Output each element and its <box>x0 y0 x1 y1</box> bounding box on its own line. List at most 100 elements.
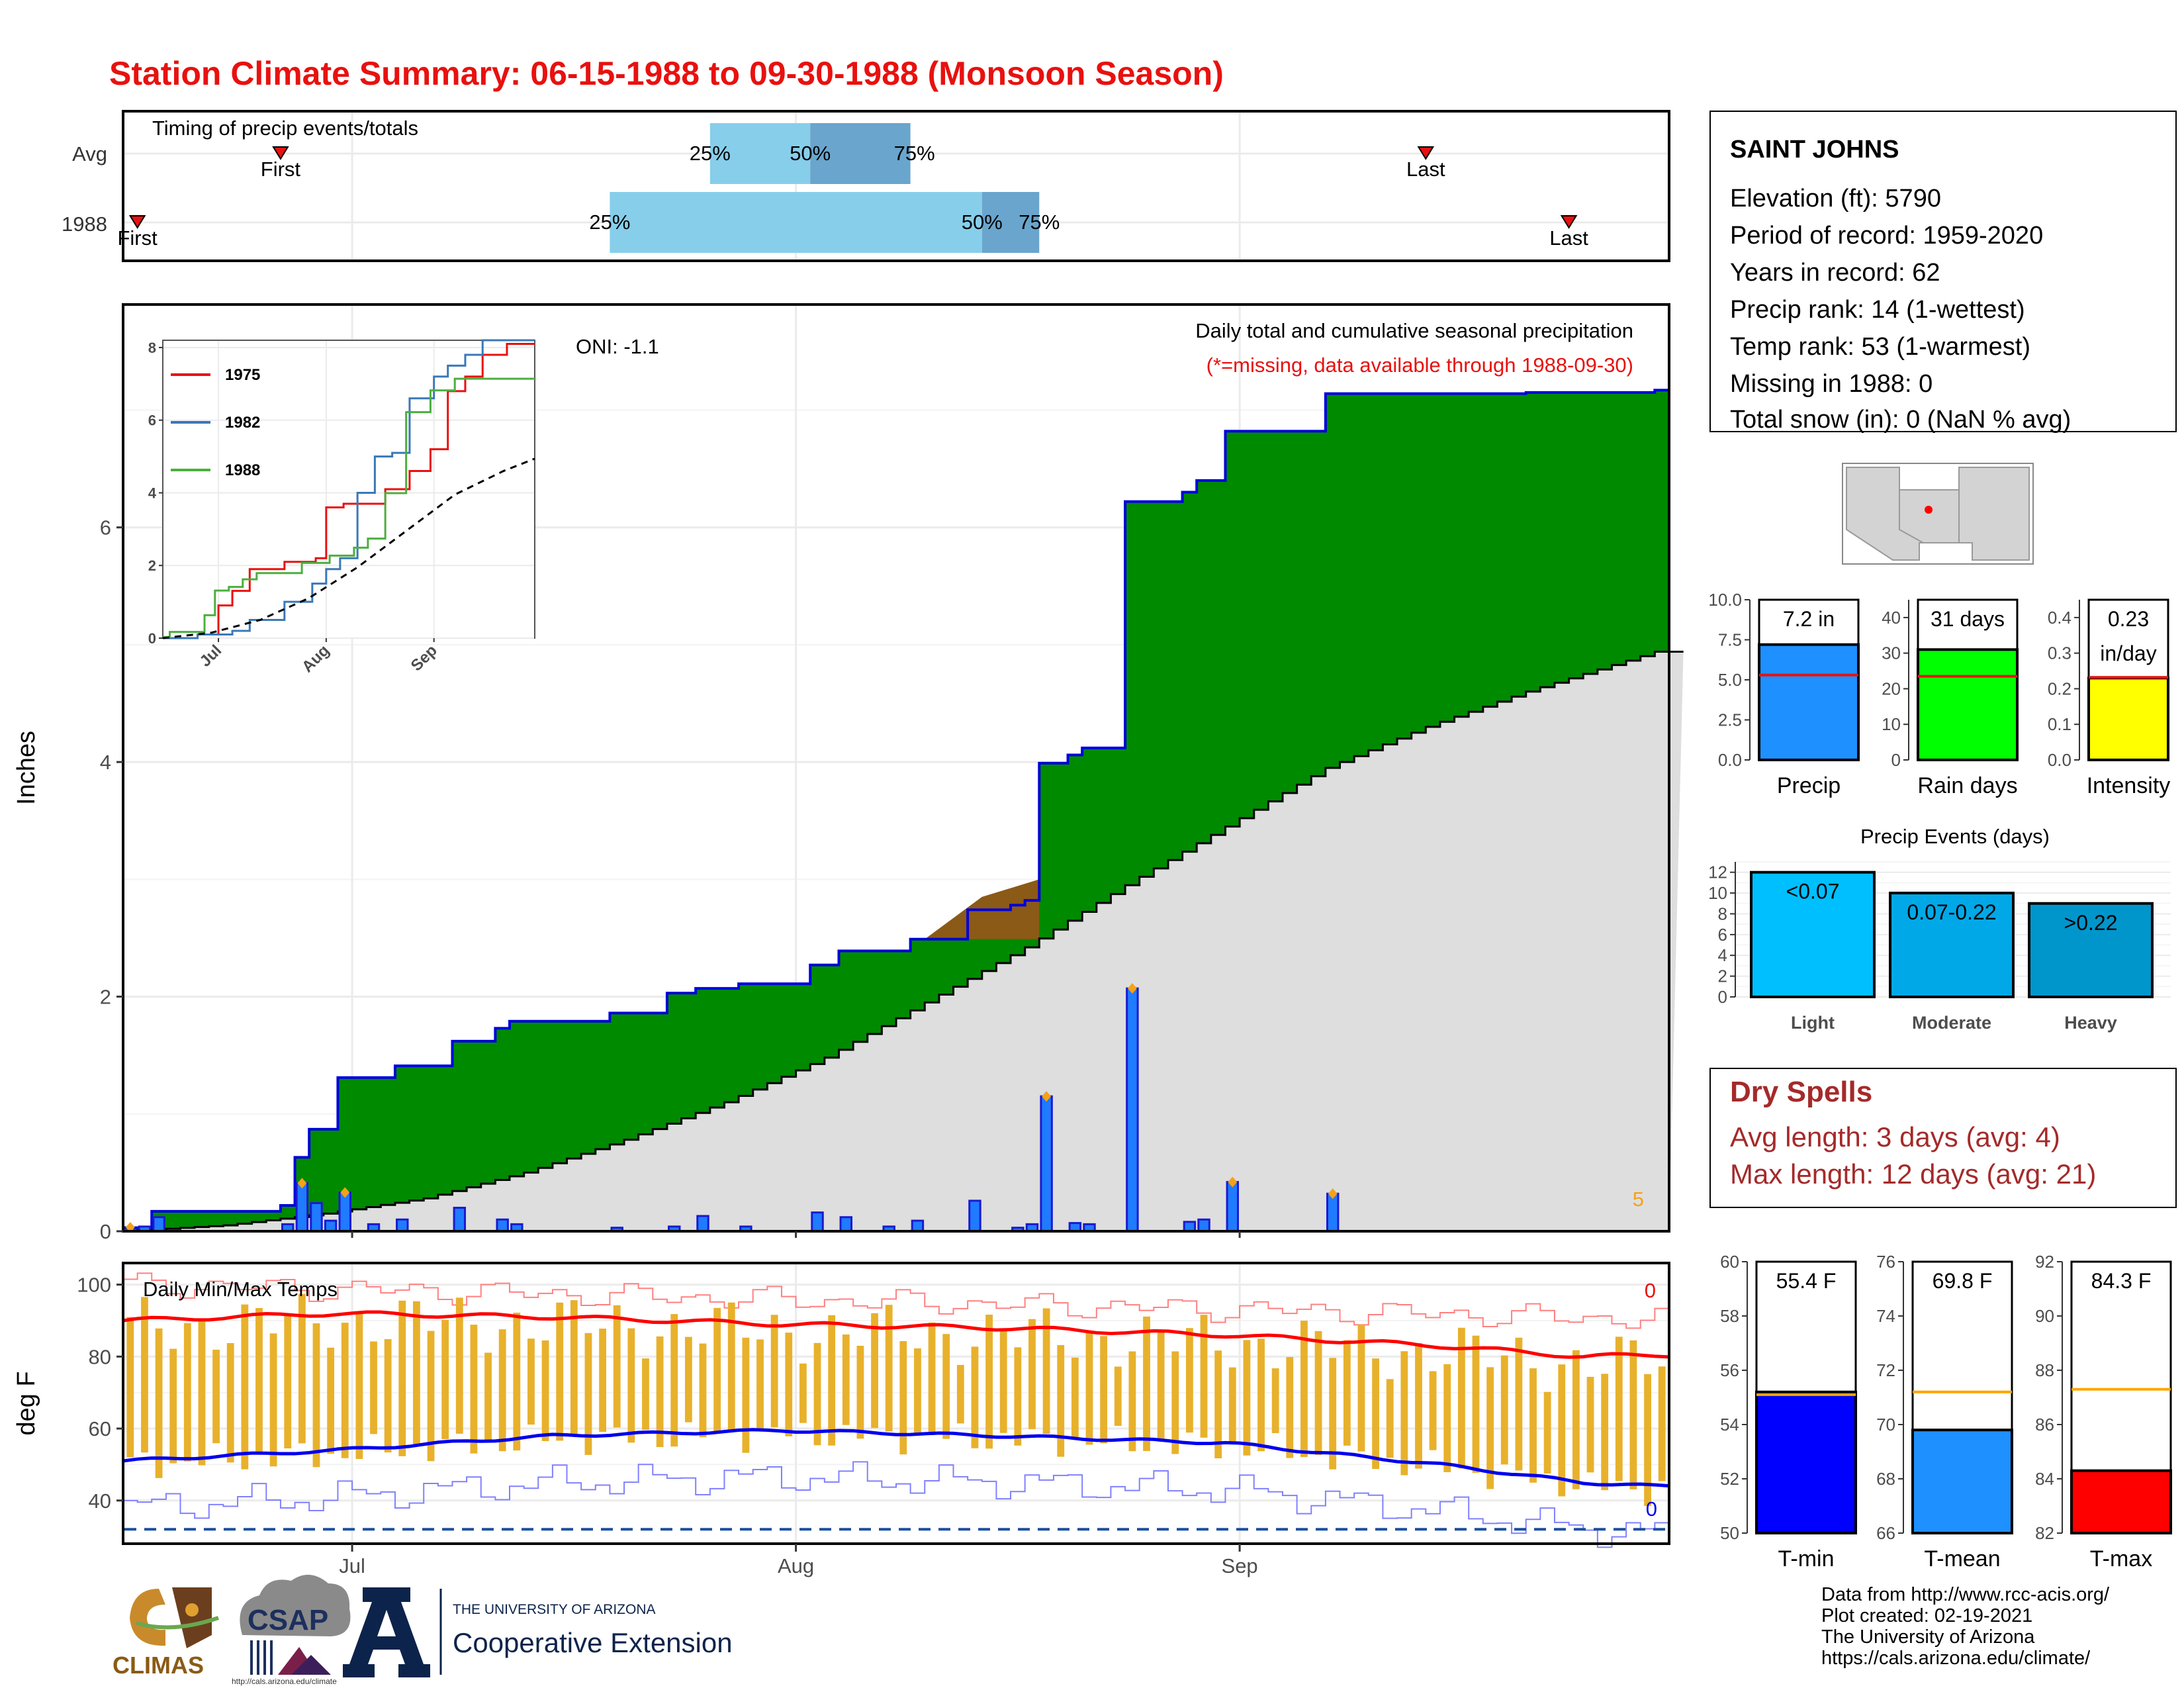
daily-temp-range-bar <box>885 1305 893 1432</box>
daily-temp-range-bar <box>985 1314 993 1449</box>
locator-map <box>1842 463 2034 565</box>
daily-temp-range-bar <box>727 1302 735 1432</box>
temp-tmin-name: T-min <box>1778 1546 1835 1571</box>
daily-temp-range-bar <box>370 1341 377 1434</box>
daily-temp-range-bar <box>570 1300 578 1437</box>
daily-precip-bar-06-29 <box>324 1219 338 1233</box>
daily-temp-range-bar <box>527 1338 535 1425</box>
events-ytick-8: 8 <box>1718 904 1727 923</box>
temp-tmax-ytick-92: 92 <box>2035 1252 2054 1272</box>
summary-precip-bar <box>1758 643 1860 762</box>
station-period: Period of record: 1959-2020 <box>1730 222 2043 250</box>
station-name: SAINT JOHNS <box>1730 136 1899 164</box>
daily-temp-range-bar <box>1300 1321 1308 1458</box>
oni-value: ONI: -1.1 <box>576 335 659 358</box>
daily-temp-range-bar <box>999 1331 1007 1433</box>
precip-ytick-6: 6 <box>100 516 111 539</box>
daily-temp-range-bar <box>971 1346 979 1448</box>
temp-tmean-ytick-68: 68 <box>1876 1469 1895 1489</box>
daily-temp-range-bar <box>1042 1308 1050 1434</box>
daily-temp-range-bar <box>341 1323 349 1458</box>
ua-logo-bottom-text: Cooperative Extension <box>453 1627 733 1658</box>
temp-tmin-ytick-50: 50 <box>1720 1523 1739 1543</box>
daily-temp-range-bar <box>384 1338 392 1453</box>
daily-temp-range-bar <box>642 1358 649 1430</box>
daily-temp-range-bar <box>541 1340 549 1442</box>
dry-spells-avg: Avg length: 3 days (avg: 4) <box>1730 1121 2060 1152</box>
daily-temp-range-bar <box>1271 1368 1279 1433</box>
summary-intensity-name: Intensity <box>2087 773 2171 798</box>
summary-precip-name: Precip <box>1777 773 1841 798</box>
credit-university: The University of Arizona <box>1821 1626 2035 1648</box>
temp-tmin-value-label: 55.4 F <box>1776 1269 1837 1293</box>
timing-row-1988-label: 1988 <box>62 212 107 236</box>
daily-temp-range-bar <box>284 1315 292 1449</box>
daily-temp-range-bar <box>1529 1368 1537 1483</box>
credit-data-source: Data from http://www.rcc-acis.org/ <box>1821 1584 2110 1605</box>
daily-temp-range-bar <box>1128 1351 1136 1452</box>
daily-temp-range-bar <box>1386 1379 1394 1458</box>
temp-tmax-ytick-82: 82 <box>2035 1523 2054 1543</box>
daily-temp-range-bar <box>1486 1367 1494 1489</box>
daily-temp-range-bar <box>613 1305 621 1428</box>
daily-temp-range-bar <box>427 1331 435 1462</box>
temperature-bar-charts: 50 52 54 56 58 60 55.4 F T-min 66 68 70 72 74 76 69.8 … <box>1720 1252 2172 1571</box>
dry-spells-title: Dry Spells <box>1730 1076 1872 1108</box>
timing-1988-bar-25-50 <box>610 192 982 253</box>
precip-panel: 0 2 4 6 Inches Daily total and cumulative s… <box>13 303 1684 1243</box>
daily-temp-range-bar <box>1314 1331 1322 1455</box>
daily-precip-bar-08-29 <box>1197 1218 1210 1233</box>
daily-temp-range-bar <box>1014 1347 1022 1446</box>
dry-spells-max: Max length: 12 days (avg: 21) <box>1730 1158 2096 1190</box>
timing-1988-first-label: First <box>117 226 158 250</box>
temp-tmax-name: T-max <box>2090 1546 2152 1571</box>
daily-temp-range-bar <box>1200 1315 1208 1438</box>
daily-temp-range-bar <box>241 1304 249 1470</box>
daily-temp-range-bar <box>942 1334 950 1439</box>
daily-temp-range-bar <box>198 1319 206 1466</box>
summary-intensity-ytick-0.3: 0.3 <box>2048 643 2071 663</box>
station-missing: Missing in 1988: 0 <box>1730 370 1933 398</box>
inset-line-1975 <box>163 342 535 639</box>
heavy-event-marker-08-24 <box>1127 983 1137 994</box>
summary-precip-ytick-7.5: 7.5 <box>1718 630 1742 650</box>
daily-temp-range-bar <box>1572 1350 1580 1489</box>
temp-ylabel: deg F <box>13 1371 40 1435</box>
daily-precip-bar-08-13 <box>968 1199 981 1233</box>
daily-temp-range-bar <box>756 1339 764 1430</box>
temp-max-count: 0 <box>1645 1279 1656 1302</box>
daily-temp-range-bar <box>498 1329 506 1452</box>
summary-rain-days-name: Rain days <box>1917 773 2017 798</box>
timing-1988-p75-label: 75% <box>1019 211 1060 234</box>
daily-temp-range-bar <box>699 1343 707 1438</box>
daily-temp-range-bar <box>1629 1340 1637 1489</box>
average-max-line <box>122 1310 1670 1359</box>
events-ytick-6: 6 <box>1718 925 1727 945</box>
summary-rain-days-ytick-10: 10 <box>1882 714 1901 734</box>
summary-rain-days-ytick-0: 0 <box>1891 750 1901 770</box>
average-cumulative-area <box>123 651 1684 1231</box>
daily-temp-range-bar <box>956 1364 964 1424</box>
daily-temp-range-bar <box>1515 1337 1523 1471</box>
events-bar-light <box>1750 870 1876 998</box>
temp-tmin-ytick-56: 56 <box>1720 1360 1739 1380</box>
daily-temp-range-bar <box>298 1293 306 1444</box>
daily-temp-range-bar <box>1586 1376 1594 1473</box>
timing-1988-bar-50-75 <box>981 192 1040 253</box>
daily-temp-range-bar <box>813 1342 821 1446</box>
inset-legend-label-1975: 1975 <box>225 366 260 384</box>
ua-logo: THE UNIVERSITY OF ARIZONA Cooperative Ex… <box>343 1587 733 1677</box>
station-total-snow: Total snow (in): 0 (NaN % avg) <box>1730 406 2071 434</box>
events-bar-label-heavy: >0.22 <box>2064 911 2118 935</box>
daily-temp-range-bar <box>1085 1331 1093 1445</box>
daily-temp-range-bar <box>1028 1319 1036 1429</box>
summary-bar-charts: 0.0 2.5 5.0 7.5 10.0 7.2 in Precip 0 10 20 30 40 31 … <box>1708 590 2170 798</box>
daily-temp-range-bar <box>1658 1366 1666 1481</box>
daily-temp-range-bar <box>713 1307 721 1432</box>
daily-temp-range-bar <box>226 1342 234 1463</box>
daily-temp-range-bar <box>770 1315 778 1428</box>
climas-logo: CLIMAS <box>113 1587 219 1679</box>
daily-precip-bar-07-11 <box>496 1218 509 1233</box>
